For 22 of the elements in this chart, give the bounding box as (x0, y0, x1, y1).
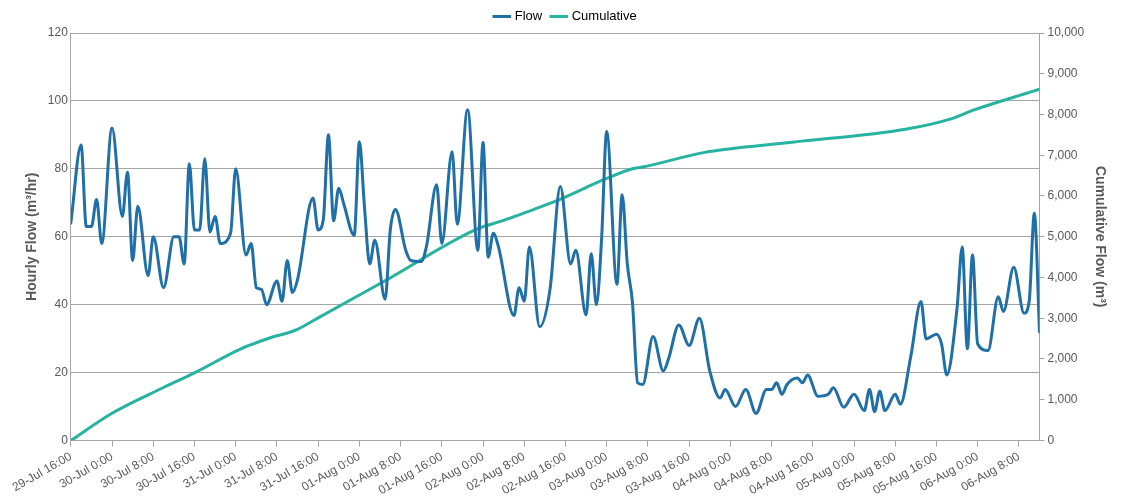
y2-tick-label: 7,000 (1047, 147, 1078, 162)
y2-tick-label: 2,000 (1047, 351, 1078, 366)
y2-tick-label: 4,000 (1047, 269, 1078, 284)
legend-label: Flow (514, 8, 543, 24)
y2-tick-label: 1,000 (1047, 392, 1078, 407)
y-tick-label: 60 (54, 229, 69, 244)
y-tick-label: 40 (54, 296, 69, 311)
y2-tick-label: 0 (1047, 432, 1055, 447)
y2-tick-label: 6,000 (1047, 188, 1078, 203)
y2-tick-label: 3,000 (1047, 310, 1078, 325)
legend-label: Cumulative (571, 8, 637, 24)
y-axis-title: Hourly Flow (m³/hr) (23, 172, 40, 301)
y2-tick-label: 10,000 (1047, 25, 1085, 40)
y-tick-label: 0 (61, 432, 69, 447)
y2-tick-label: 9,000 (1047, 66, 1078, 81)
y-tick-label: 20 (54, 364, 69, 379)
y-tick-label: 100 (47, 93, 69, 108)
y-tick-label: 80 (54, 161, 69, 176)
y2-tick-label: 5,000 (1047, 229, 1078, 244)
y-tick-label: 120 (47, 25, 69, 40)
y2-axis-title: Cumulative Flow (m³) (1092, 165, 1109, 308)
y2-tick-label: 8,000 (1047, 106, 1078, 121)
